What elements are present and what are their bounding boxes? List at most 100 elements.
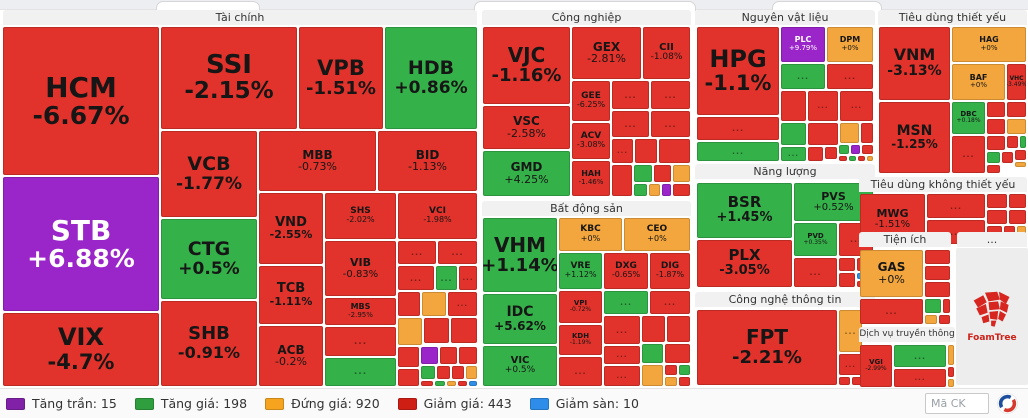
tile-small[interactable]: ... [604,366,640,386]
tile-small[interactable] [1004,226,1015,235]
section-header-tai-chinh[interactable]: Tài chính [3,10,477,25]
tile-small[interactable] [662,184,671,196]
ticker-search-input[interactable] [925,393,989,414]
tile-small[interactable] [858,156,865,161]
tile-vhm[interactable]: VHM +1.14% [483,218,557,292]
tile-small[interactable] [459,347,477,364]
section-header-tieu-dung-khong-thiet-yeu[interactable]: Tiêu dùng không thiết yếu [859,177,1027,192]
tile-small[interactable]: ... [808,91,838,121]
tile-small[interactable] [1007,119,1026,134]
tile-dbc[interactable]: DBC +0.18% [952,102,985,134]
tile-small[interactable] [466,366,477,379]
section-header-nang-luong[interactable]: Năng lượng [695,164,875,179]
tile-small[interactable] [398,369,419,386]
tile-small[interactable] [839,377,850,385]
tile-small[interactable] [948,379,954,387]
tile-vre[interactable]: VRE +1.12% [559,253,602,289]
tile-vnd[interactable]: VND -2.55% [259,193,323,264]
tile-small[interactable] [424,318,449,343]
tile-small[interactable] [839,145,849,154]
tile-mbb[interactable]: MBB -0.73% [259,131,376,191]
tile-vci[interactable]: VCI -1.98% [398,193,477,239]
tile-gas[interactable]: GAS +0% [860,250,923,297]
tile-small[interactable] [825,147,837,159]
browser-tab[interactable] [772,1,882,11]
tile-small[interactable] [839,156,847,161]
tile-small[interactable] [925,282,950,297]
tile-dpm[interactable]: DPM +0% [827,27,873,62]
tile-acb[interactable]: ACB -0.2% [259,326,323,386]
tile-hah[interactable]: HAH -1.46% [572,161,610,196]
tile-small[interactable]: ... [398,241,436,264]
tile-small[interactable] [1009,194,1026,208]
tile-vhc[interactable]: VHC-3.49% [1007,64,1026,100]
tile-small[interactable] [808,147,823,161]
tile-dxg[interactable]: DXG -0.65% [604,253,648,289]
tile-small[interactable] [939,315,950,324]
tile-small[interactable] [839,273,855,287]
tile-fpt[interactable]: FPT -2.21% [697,310,837,385]
tile-small[interactable]: ... [325,358,396,386]
tile-vpi[interactable]: VPI -0.72% [559,291,602,323]
tile-small[interactable] [862,145,873,154]
tile-small[interactable]: ... [839,310,862,352]
tile-small[interactable] [943,299,950,313]
tile-small[interactable]: ... [781,64,825,89]
tile-small[interactable] [437,366,450,379]
tile-small[interactable] [447,381,456,386]
tile-small[interactable] [925,299,941,313]
tile-baf[interactable]: BAF +0% [952,64,1005,100]
tile-small[interactable]: ... [650,291,690,314]
tile-small[interactable] [665,365,677,375]
section-header-nguyen-vat-lieu[interactable]: Nguyên vật liệu [695,10,875,25]
tile-hcm[interactable]: HCM -6.67% [3,27,159,175]
tile-small[interactable] [1007,136,1018,148]
tile-small[interactable] [642,365,663,386]
tile-bid[interactable]: BID -1.13% [378,131,477,191]
tile-kdh[interactable]: KDH -1.19% [559,325,602,355]
tile-shs[interactable]: SHS -2.02% [325,193,396,239]
tile-gee[interactable]: GEE -6.25% [572,81,610,121]
tile-small[interactable] [852,377,862,385]
tile-small[interactable] [867,156,873,161]
tile-stb[interactable]: STB +6.88% [3,177,159,311]
tile-small[interactable]: ... [697,142,779,161]
browser-tab[interactable] [156,1,260,11]
tile-small[interactable] [987,210,1007,224]
tile-small[interactable] [948,367,954,377]
foamtree-attribution[interactable]: FoamTree [956,248,1028,385]
tile-small[interactable]: ... [927,194,985,218]
tile-small[interactable]: ... [612,81,649,109]
tile-idc[interactable]: IDC +5.62% [483,294,557,344]
tile-small[interactable] [1015,162,1026,167]
tile-ctg[interactable]: CTG +0.5% [161,219,257,299]
tile-small[interactable] [925,250,950,264]
tile-small[interactable] [421,347,438,364]
tile-small[interactable]: ... [612,139,633,163]
tile-ssi[interactable]: SSI -2.15% [161,27,297,129]
tile-small[interactable] [440,347,457,364]
tile-small[interactable] [642,344,663,363]
tile-small[interactable]: ... [438,241,477,264]
tile-small[interactable]: ... [612,111,649,137]
browser-tab[interactable] [474,1,696,11]
tile-vic[interactable]: VIC +0.5% [483,346,557,386]
tile-small[interactable] [948,345,954,365]
tile-small[interactable]: ... [604,316,640,344]
tile-small[interactable] [667,316,690,342]
tile-small[interactable]: ... [839,354,862,375]
tile-small[interactable] [849,156,856,161]
tile-vcb[interactable]: VCB -1.77% [161,131,257,217]
tile-small[interactable] [839,258,855,271]
tile-kbc[interactable]: KBC +0% [559,218,622,251]
tile-small[interactable] [861,123,873,143]
tile-small[interactable] [679,365,690,375]
tile-dig[interactable]: DIG -1.87% [650,253,690,289]
tile-small[interactable] [1015,150,1026,160]
tile-small[interactable]: ... [325,327,396,356]
tile-hdb[interactable]: HDB +0.86% [385,27,477,129]
tile-small[interactable] [649,184,660,196]
tile-gex[interactable]: GEX -2.81% [572,27,641,79]
tile-small[interactable] [642,316,665,342]
tile-bsr[interactable]: BSR +1.45% [697,183,792,238]
